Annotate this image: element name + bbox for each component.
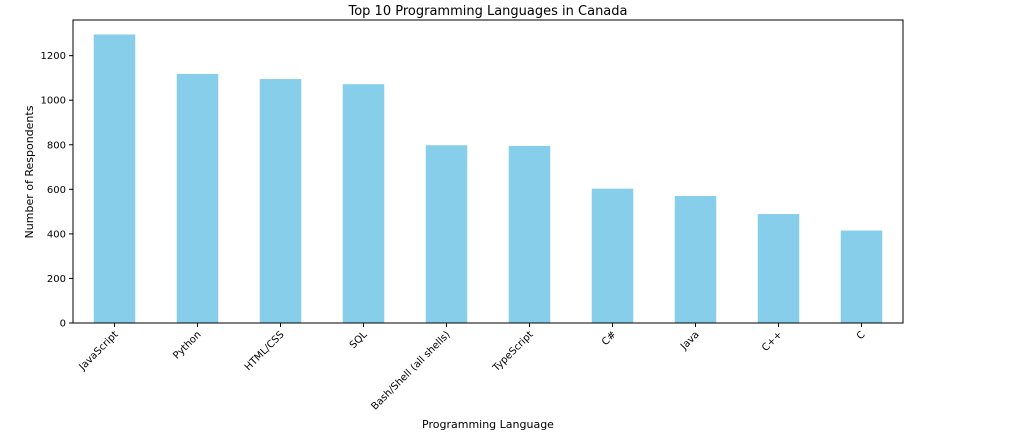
bar-7 bbox=[591, 188, 634, 323]
bars-layer bbox=[93, 34, 883, 323]
bar-6 bbox=[508, 145, 551, 323]
x-tick-label: Java bbox=[678, 329, 701, 352]
y-tick-label: 1200 bbox=[41, 51, 66, 62]
y-tick-label: 600 bbox=[47, 185, 66, 196]
bar-5 bbox=[425, 145, 468, 323]
x-ticks: JavaScript Python HTML/CSS SQL Bash/Shell (a… bbox=[77, 323, 868, 413]
y-tick-label: 200 bbox=[47, 274, 66, 285]
y-tick-label: 1000 bbox=[41, 96, 66, 107]
y-tick-label: 400 bbox=[47, 229, 66, 240]
y-ticks: 0 200 400 600 800 1000 1200 bbox=[41, 51, 73, 330]
chart-title: Top 10 Programming Languages in Canada bbox=[347, 4, 627, 19]
bar-10 bbox=[840, 230, 883, 323]
x-tick-label: C# bbox=[600, 329, 619, 348]
bar-8 bbox=[674, 196, 717, 323]
y-tick-label: 800 bbox=[47, 140, 66, 151]
bar-9 bbox=[757, 214, 800, 323]
x-tick-label: JavaScript bbox=[77, 329, 121, 373]
x-tick-label: TypeScript bbox=[490, 329, 535, 374]
bar-4 bbox=[342, 84, 385, 323]
x-tick-label: Python bbox=[171, 329, 203, 361]
x-tick-label: SQL bbox=[348, 329, 370, 351]
x-axis-label: Programming Language bbox=[422, 418, 554, 431]
x-tick-label: Bash/Shell (all shells) bbox=[369, 329, 452, 412]
bar-2 bbox=[176, 73, 219, 323]
bar-3 bbox=[259, 79, 302, 323]
x-tick-label: HTML/CSS bbox=[243, 329, 287, 373]
plot-frame bbox=[72, 19, 904, 324]
y-tick-label: 0 bbox=[60, 319, 66, 330]
y-axis-label: Number of Respondents bbox=[23, 105, 36, 238]
bar-1 bbox=[93, 34, 136, 323]
x-tick-label: C bbox=[855, 329, 868, 342]
x-tick-label: C++ bbox=[760, 329, 785, 354]
